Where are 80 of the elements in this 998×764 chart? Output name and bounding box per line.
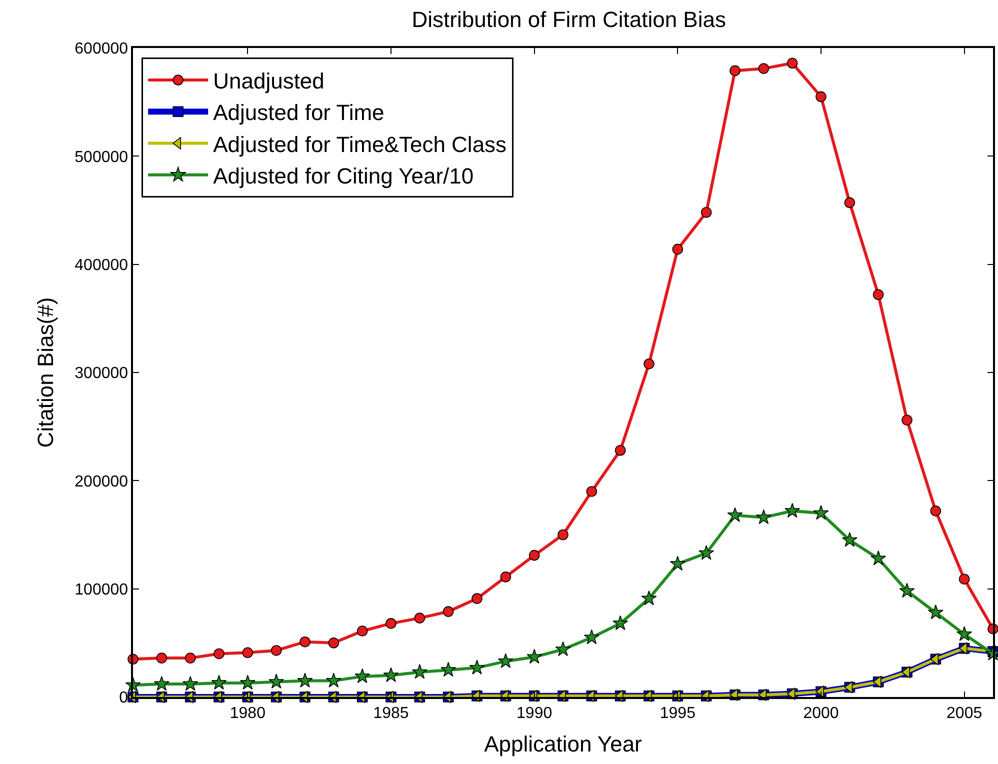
point	[614, 444, 626, 456]
point	[641, 590, 657, 606]
legend-label: Unadjusted	[213, 68, 324, 94]
x-tick-label: 1990	[516, 704, 552, 722]
point	[440, 662, 456, 677]
y-tick-label: 500000	[74, 148, 128, 166]
point	[902, 414, 912, 426]
x-tick-label: 2000	[803, 704, 839, 722]
point	[270, 645, 282, 656]
point	[816, 91, 826, 102]
point	[555, 641, 571, 656]
x-tick-label: 1980	[230, 704, 266, 722]
point	[469, 660, 485, 674]
point	[813, 505, 829, 520]
point	[442, 606, 454, 617]
point	[958, 574, 970, 584]
x-axis-title: Application Year	[484, 731, 642, 756]
y-tick-label: 300000	[74, 365, 128, 382]
x-tick-label: 2005	[946, 704, 982, 722]
point	[184, 652, 196, 664]
point	[872, 289, 884, 300]
y-axis-title: Citation Bias(#)	[32, 297, 58, 448]
point	[698, 545, 714, 560]
point	[784, 502, 800, 518]
point	[842, 532, 858, 547]
point	[956, 626, 972, 641]
point	[472, 593, 482, 604]
point	[500, 572, 512, 582]
point	[383, 667, 399, 682]
point	[727, 507, 743, 522]
point	[414, 612, 426, 624]
y-tick-label: 100000	[74, 581, 128, 598]
legend-label: Adjusted for Time	[213, 100, 384, 126]
point	[297, 672, 313, 688]
point	[586, 486, 598, 497]
point	[899, 582, 915, 598]
point	[558, 529, 568, 540]
point	[498, 653, 514, 668]
point	[240, 674, 256, 690]
y-tick-label: 0	[119, 690, 128, 707]
point	[354, 668, 370, 684]
point	[328, 638, 340, 648]
point	[356, 626, 368, 636]
point	[670, 556, 686, 571]
point	[584, 629, 600, 644]
legend-label: Adjusted for Citing Year/10	[213, 163, 474, 188]
point	[412, 664, 428, 679]
point	[644, 358, 654, 370]
legend-label: Adjusted for Time&Tech Class	[213, 132, 507, 157]
point	[154, 676, 170, 691]
point	[758, 63, 770, 74]
point	[928, 604, 944, 620]
point	[182, 676, 198, 691]
y-tick-label: 200000	[74, 473, 128, 490]
point	[268, 674, 284, 688]
point	[786, 58, 798, 69]
point	[326, 672, 342, 688]
x-tick-label: 1995	[660, 704, 696, 722]
point	[386, 618, 396, 629]
point	[756, 509, 772, 524]
point	[700, 207, 712, 218]
point	[300, 636, 310, 648]
point	[844, 197, 856, 208]
point	[526, 648, 542, 664]
y-tick-label: 600000	[74, 40, 128, 58]
point	[528, 550, 540, 561]
chart-title: Distribution of Firm Citation Bias	[412, 6, 726, 32]
point	[844, 681, 853, 694]
point	[930, 506, 942, 516]
point	[672, 244, 684, 255]
x-tick-label: 1985	[373, 704, 409, 722]
point	[211, 674, 227, 690]
point	[870, 550, 886, 566]
point	[242, 647, 254, 658]
y-tick-label: 400000	[74, 256, 128, 274]
point	[730, 65, 740, 76]
point	[156, 652, 168, 664]
point	[612, 615, 628, 630]
point	[214, 648, 224, 660]
point	[958, 642, 968, 654]
